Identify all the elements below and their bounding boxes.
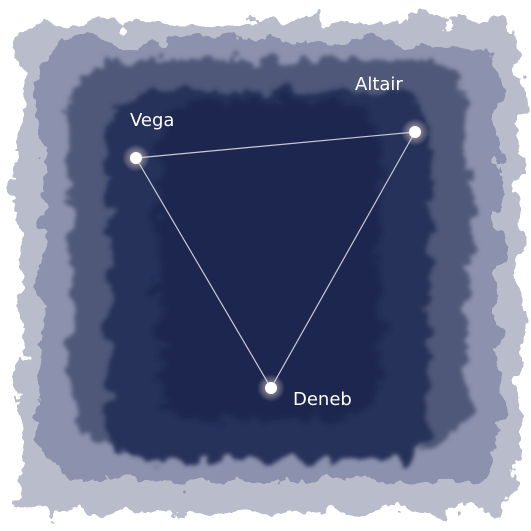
summer-triangle-diagram: Vega Altair Deneb bbox=[0, 0, 531, 531]
page: Vega Altair Deneb (() => { const data = … bbox=[0, 0, 531, 531]
star-label: Vega bbox=[130, 110, 174, 131]
star-label: Altair bbox=[355, 74, 403, 95]
star bbox=[265, 382, 277, 394]
sky-background bbox=[20, 22, 520, 512]
star bbox=[130, 152, 142, 164]
deep-sky bbox=[160, 100, 380, 420]
star bbox=[409, 126, 421, 138]
star-label: Deneb bbox=[293, 389, 352, 410]
